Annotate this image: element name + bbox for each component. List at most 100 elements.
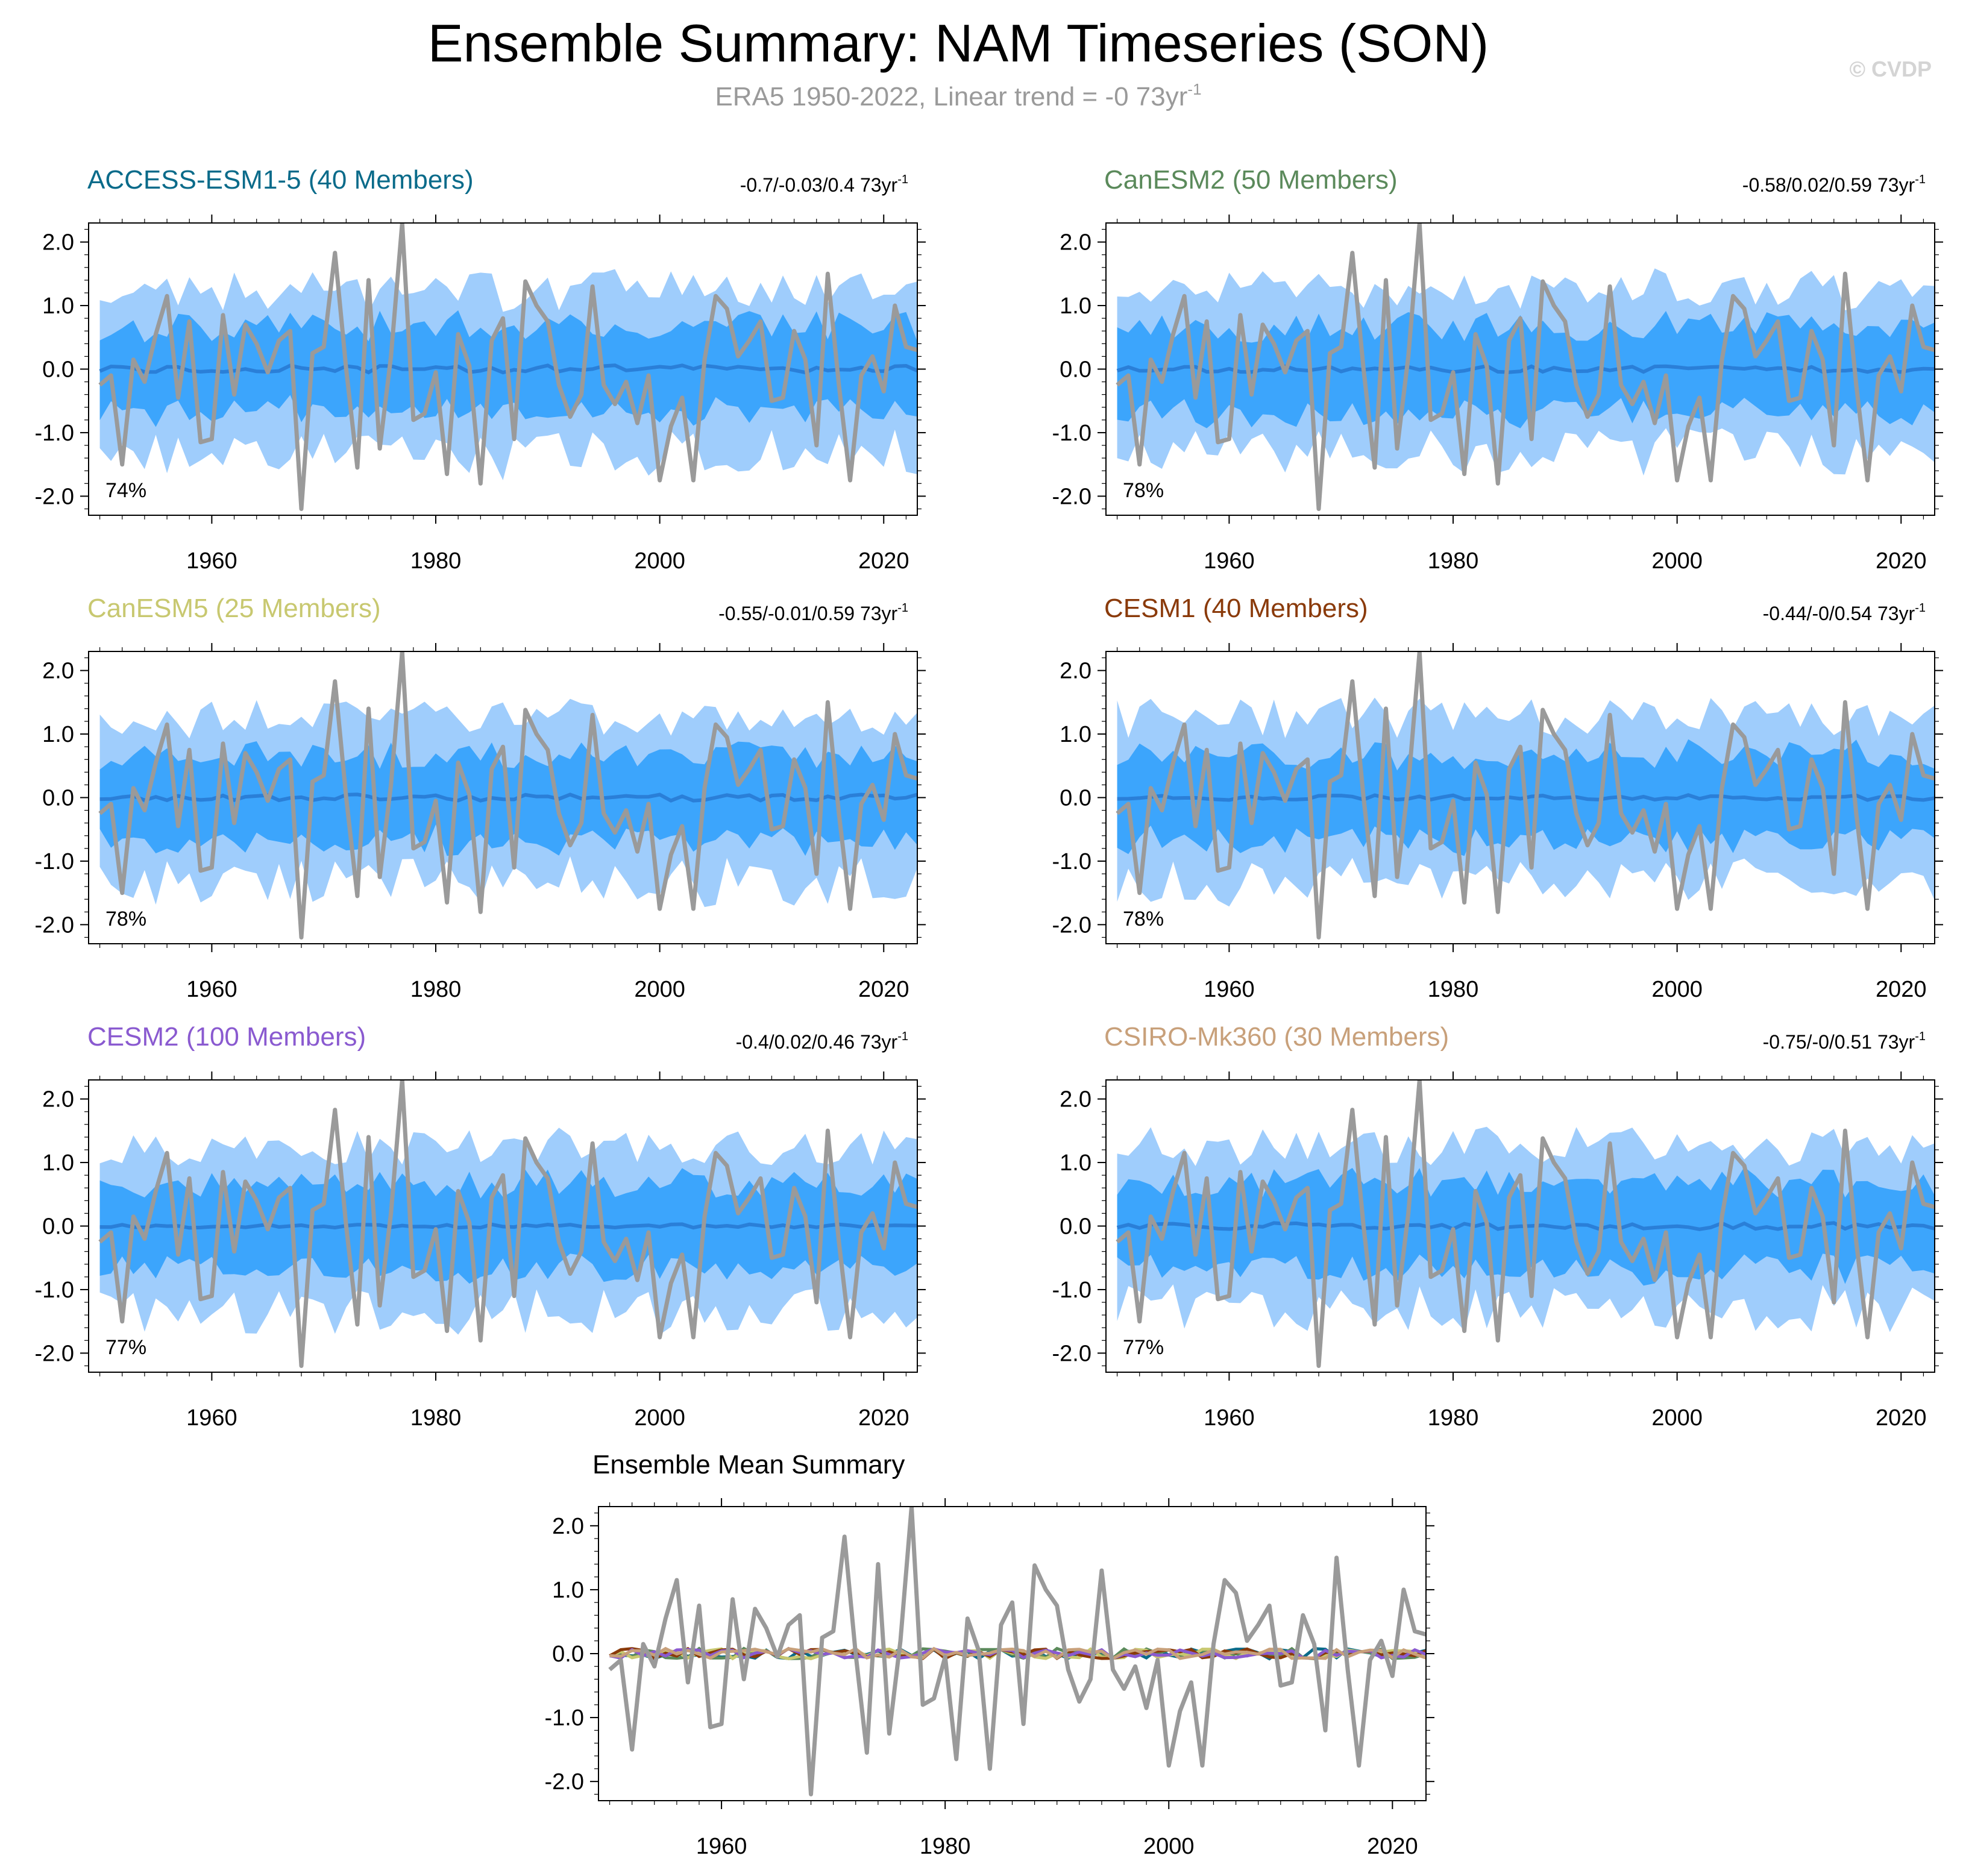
plot-area bbox=[98, 651, 917, 940]
x-tick-label: 2020 bbox=[1876, 1405, 1927, 1431]
panel-title: CanESM5 (25 Members) bbox=[87, 594, 381, 623]
x-tick-label: 1960 bbox=[1204, 1405, 1255, 1431]
y-tick-label: 1.0 bbox=[1060, 293, 1091, 319]
y-tick-label: 2.0 bbox=[552, 1514, 584, 1539]
y-tick-label: 1.0 bbox=[42, 293, 74, 319]
x-tick-label: 2000 bbox=[634, 977, 685, 1002]
y-axis: 2.0 1.0 0.0 -1.0 -2.0 bbox=[35, 657, 926, 938]
x-tick-label: 1960 bbox=[186, 548, 237, 574]
x-axis: 1960 1980 2000 2020 bbox=[1116, 215, 1927, 574]
y-tick-label: 2.0 bbox=[1060, 659, 1091, 684]
model-panel-4: 2.0 1.0 0.0 -1.0 -2.0 1960 1980 2000 2020 CESM1 (… bbox=[1052, 594, 1943, 1002]
x-axis: 1960 1980 2000 2020 bbox=[1116, 1071, 1927, 1431]
panel-title: CSIRO-Mk360 (30 Members) bbox=[1104, 1022, 1449, 1052]
y-tick-label: 0.0 bbox=[42, 1214, 74, 1240]
y-tick-label: 1.0 bbox=[42, 1150, 74, 1176]
y-tick-label: -2.0 bbox=[1052, 484, 1091, 509]
x-tick-label: 1980 bbox=[1428, 977, 1479, 1002]
y-tick-label: 1.0 bbox=[552, 1578, 584, 1603]
y-tick-label: -1.0 bbox=[1052, 421, 1091, 446]
x-axis: 1960 1980 2000 2020 bbox=[99, 643, 909, 1002]
plot-area bbox=[98, 223, 917, 511]
x-tick-label: 1960 bbox=[1204, 548, 1255, 574]
era5-observation-line bbox=[1116, 1080, 1935, 1368]
panel-title: CESM2 (100 Members) bbox=[87, 1022, 366, 1052]
y-axis: 2.0 1.0 0.0 -1.0 -2.0 bbox=[545, 1513, 1434, 1795]
y-tick-label: 0.0 bbox=[42, 357, 74, 383]
trend-label: -0.4/0.02/0.46 73yr-1 bbox=[736, 1030, 908, 1053]
y-tick-label: -2.0 bbox=[35, 484, 74, 509]
x-tick-label: 2020 bbox=[1367, 1834, 1418, 1859]
era5-observation-line bbox=[98, 1080, 917, 1368]
model-panel-6: 2.0 1.0 0.0 -1.0 -2.0 1960 1980 2000 2020 CSIRO-M… bbox=[1052, 1022, 1943, 1431]
x-axis: 1960 1980 2000 2020 bbox=[99, 1071, 909, 1431]
x-axis: 1960 1980 2000 2020 bbox=[99, 215, 909, 574]
y-tick-label: -2.0 bbox=[545, 1769, 584, 1795]
x-tick-label: 1980 bbox=[1428, 548, 1479, 574]
x-tick-label: 2020 bbox=[1876, 548, 1927, 574]
y-tick-label: -2.0 bbox=[35, 1341, 74, 1366]
percent-label: 74% bbox=[105, 479, 146, 502]
y-axis: 2.0 1.0 0.0 -1.0 -2.0 bbox=[1052, 228, 1943, 509]
y-tick-label: -2.0 bbox=[1052, 912, 1091, 938]
y-axis: 2.0 1.0 0.0 -1.0 -2.0 bbox=[1052, 1085, 1943, 1366]
x-tick-label: 2000 bbox=[1651, 977, 1703, 1002]
y-tick-label: -1.0 bbox=[35, 1278, 74, 1303]
x-tick-label: 1980 bbox=[410, 548, 462, 574]
model-panel-1: 2.0 1.0 0.0 -1.0 -2.0 1960 1980 2000 2020 ACCESS-… bbox=[35, 165, 926, 574]
x-tick-label: 2020 bbox=[858, 548, 909, 574]
cvdp-watermark: © CVDP bbox=[1849, 57, 1932, 81]
x-tick-label: 1960 bbox=[186, 977, 237, 1002]
ensemble-mean-panel: 2.0 1.0 0.0 -1.0 -2.0 1960 1980 2000 2020 Ensembl… bbox=[545, 1450, 1434, 1859]
percent-label: 77% bbox=[1123, 1336, 1164, 1359]
x-tick-label: 2000 bbox=[1651, 548, 1703, 574]
y-axis: 2.0 1.0 0.0 -1.0 -2.0 bbox=[1052, 657, 1943, 938]
y-tick-label: -1.0 bbox=[35, 421, 74, 446]
y-axis: 2.0 1.0 0.0 -1.0 -2.0 bbox=[35, 1085, 926, 1366]
plot-area bbox=[1116, 651, 1935, 940]
x-tick-label: 1980 bbox=[410, 977, 462, 1002]
era5-observation-line bbox=[1116, 651, 1935, 940]
y-tick-label: 2.0 bbox=[1060, 230, 1091, 256]
x-tick-label: 2000 bbox=[634, 1405, 685, 1431]
y-tick-label: 1.0 bbox=[1060, 722, 1091, 747]
x-tick-label: 2020 bbox=[1876, 977, 1927, 1002]
model-panel-5: 2.0 1.0 0.0 -1.0 -2.0 1960 1980 2000 2020 CESM2 (… bbox=[35, 1022, 926, 1431]
panel-title: Ensemble Mean Summary bbox=[592, 1450, 905, 1479]
x-tick-label: 1960 bbox=[696, 1834, 747, 1859]
x-tick-label: 2000 bbox=[1651, 1405, 1703, 1431]
x-axis: 1960 1980 2000 2020 bbox=[1116, 643, 1927, 1002]
y-tick-label: -2.0 bbox=[1052, 1341, 1091, 1366]
model-panel-2: 2.0 1.0 0.0 -1.0 -2.0 1960 1980 2000 2020 CanESM2… bbox=[1052, 165, 1943, 574]
x-tick-label: 2020 bbox=[858, 977, 909, 1002]
x-tick-label: 2000 bbox=[1143, 1834, 1195, 1859]
y-tick-label: 2.0 bbox=[1060, 1087, 1091, 1112]
x-tick-label: 1960 bbox=[1204, 977, 1255, 1002]
y-tick-label: 0.0 bbox=[552, 1642, 584, 1667]
x-tick-label: 1980 bbox=[920, 1834, 971, 1859]
panel-title: CanESM2 (50 Members) bbox=[1104, 165, 1398, 195]
era5-observation-line bbox=[1116, 223, 1935, 511]
x-tick-label: 2000 bbox=[634, 548, 685, 574]
y-axis: 2.0 1.0 0.0 -1.0 -2.0 bbox=[35, 228, 926, 509]
y-tick-label: 0.0 bbox=[1060, 786, 1091, 811]
x-tick-label: 1960 bbox=[186, 1405, 237, 1431]
y-tick-label: -1.0 bbox=[545, 1705, 584, 1731]
y-tick-label: -1.0 bbox=[1052, 849, 1091, 874]
y-tick-label: 1.0 bbox=[1060, 1150, 1091, 1176]
model-panel-3: 2.0 1.0 0.0 -1.0 -2.0 1960 1980 2000 2020 CanESM5… bbox=[35, 594, 926, 1002]
percent-label: 78% bbox=[1123, 908, 1164, 930]
plot-area bbox=[608, 1507, 1426, 1796]
percent-label: 78% bbox=[1123, 479, 1164, 502]
y-tick-label: -2.0 bbox=[35, 912, 74, 938]
x-axis: 1960 1980 2000 2020 bbox=[609, 1498, 1418, 1859]
y-tick-label: 2.0 bbox=[42, 230, 74, 256]
y-tick-label: 0.0 bbox=[42, 786, 74, 811]
y-tick-label: -1.0 bbox=[1052, 1278, 1091, 1303]
era5-observation-line bbox=[98, 651, 917, 940]
trend-label: -0.7/-0.03/0.4 73yr-1 bbox=[740, 173, 908, 196]
plot-area bbox=[98, 1080, 917, 1368]
percent-label: 78% bbox=[105, 908, 146, 930]
panels: 2.0 1.0 0.0 -1.0 -2.0 1960 1980 2000 2020 ACCESS-… bbox=[35, 165, 1943, 1859]
